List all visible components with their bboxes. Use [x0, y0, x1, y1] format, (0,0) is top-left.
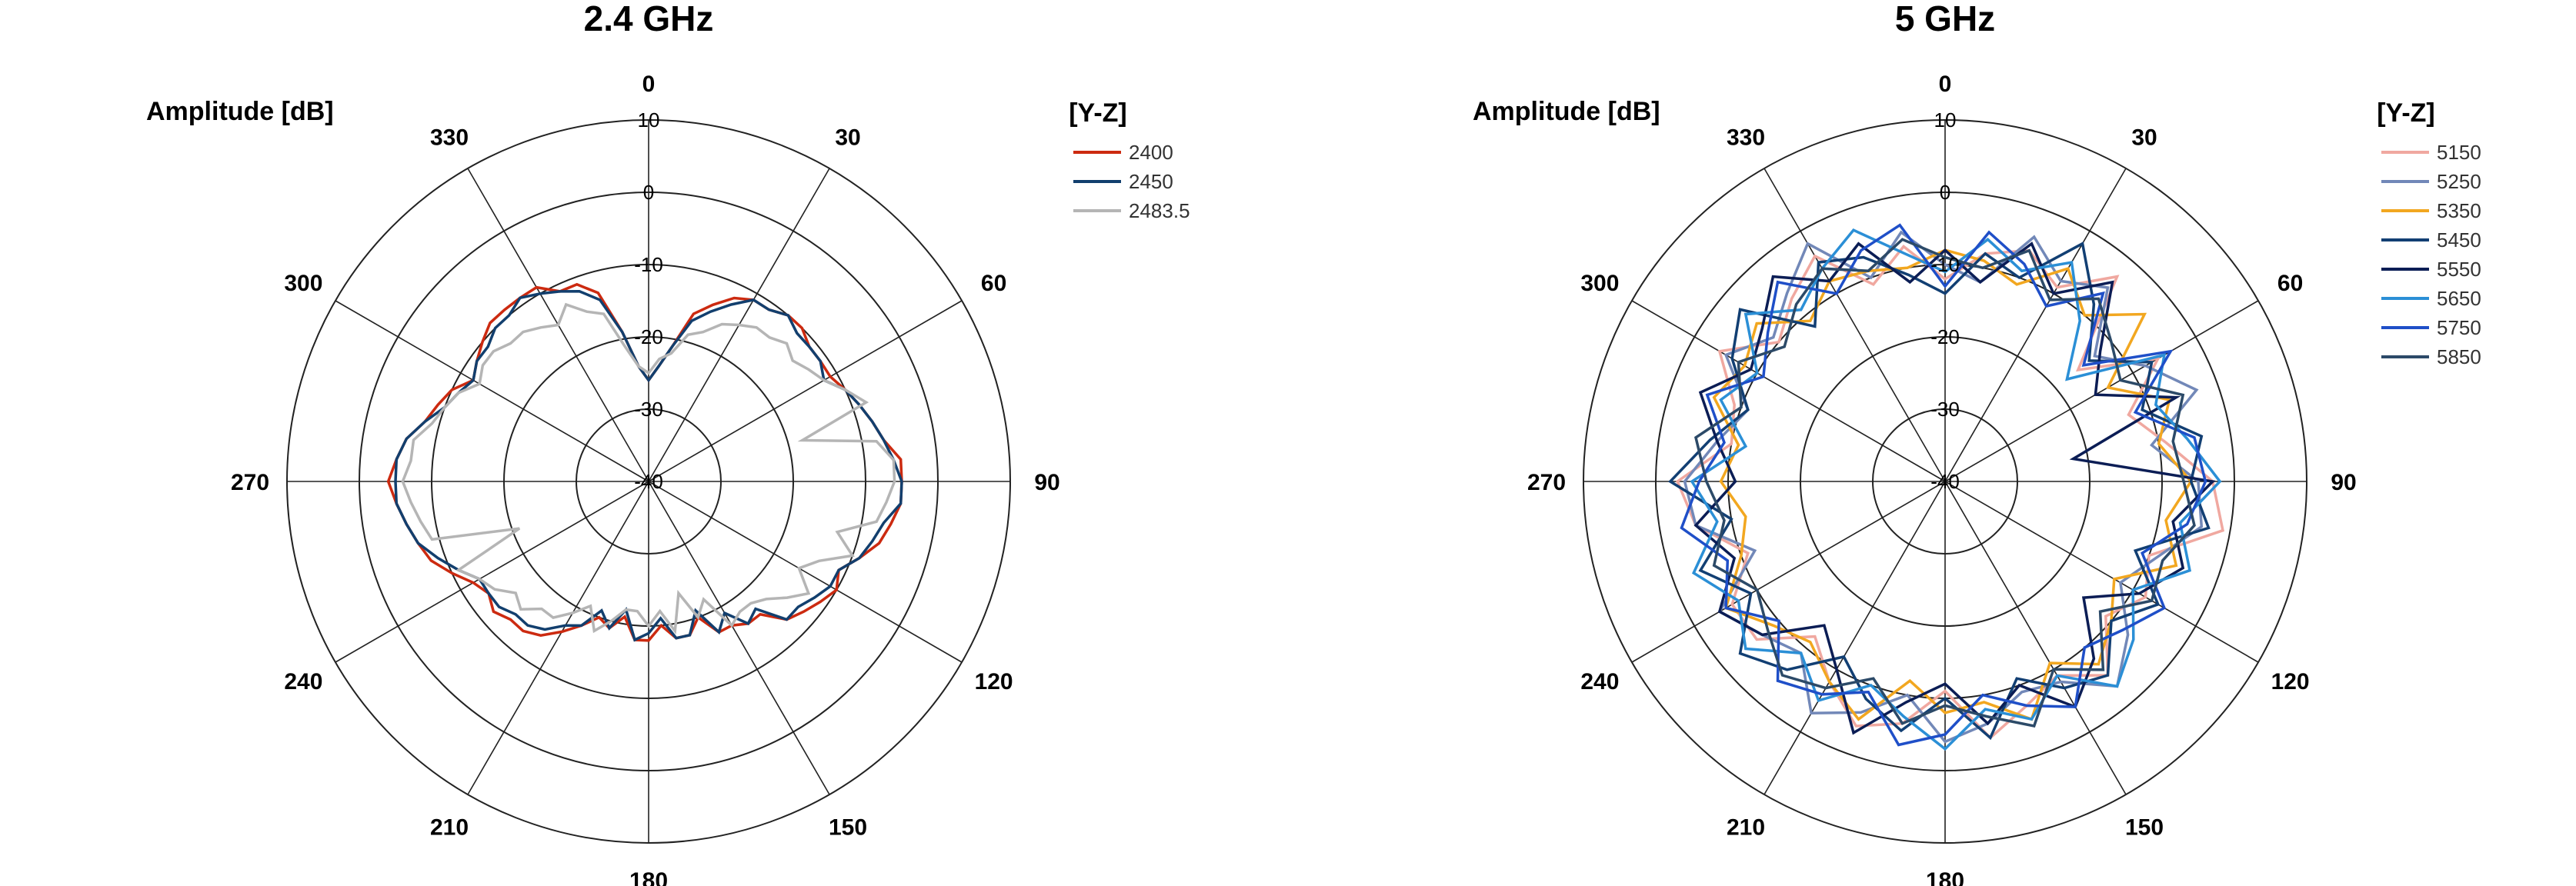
radial-tick-label: -40 — [634, 470, 663, 493]
angle-tick-label: 150 — [829, 815, 867, 841]
angle-tick-label: 180 — [1926, 868, 1964, 886]
angle-tick-label: 60 — [981, 271, 1006, 296]
radial-tick-label: 10 — [1934, 108, 1957, 132]
legend-title: [Y-Z] — [2377, 98, 2435, 128]
chart-title: 2.4 GHz — [584, 0, 714, 38]
series-line-5650 — [1690, 228, 2222, 751]
series-line-5850 — [1694, 238, 2196, 728]
angle-tick-label: 30 — [2131, 125, 2157, 150]
angle-tick-label: 0 — [1939, 72, 1952, 97]
angle-tick-label: 180 — [629, 868, 668, 886]
grid-spoke — [467, 481, 649, 795]
grid-spoke — [648, 481, 830, 795]
radial-tick-label: -40 — [1930, 470, 1960, 493]
legend-item-label: 5450 — [2437, 228, 2481, 251]
series-line-2483.5 — [401, 302, 896, 635]
series-line-5250 — [1683, 230, 2204, 744]
legend-item-label: 5850 — [2437, 345, 2481, 368]
angle-tick-label: 120 — [2271, 669, 2310, 694]
chart-panel-2-4ghz: 2.4 GHz Amplitude [dB] 10 0 -10 -20 -30 -40 0 3… — [146, 0, 1190, 886]
series-line-5750 — [1680, 223, 2207, 747]
grid-spoke — [1944, 481, 2127, 795]
series-line-5550 — [1693, 241, 2216, 735]
angle-tick-label: 150 — [2125, 815, 2164, 841]
legend-item-label: 2483.5 — [1129, 199, 1190, 222]
chart-title: 5 GHz — [1895, 0, 1995, 38]
angle-tick-label: 60 — [2277, 271, 2303, 296]
radial-tick-label: 0 — [1940, 181, 1950, 204]
legend-item-label: 5350 — [2437, 199, 2481, 222]
series-line-5450 — [1668, 241, 2211, 741]
grid-spoke — [648, 481, 963, 663]
radial-tick-label: 10 — [638, 108, 660, 132]
angle-tick-label: 300 — [1580, 271, 1619, 296]
grid-spoke — [1944, 481, 2259, 663]
angle-tick-label: 300 — [284, 271, 322, 296]
angle-tick-label: 270 — [1527, 470, 1566, 495]
grid-spoke — [1763, 481, 1946, 795]
series-line-5150 — [1676, 245, 2225, 740]
grid-spoke — [648, 300, 963, 482]
angle-tick-label: 210 — [1727, 815, 1765, 841]
angle-tick-label: 330 — [1727, 125, 1765, 150]
legend-item-label: 5650 — [2437, 287, 2481, 310]
radial-tick-label: -20 — [634, 325, 663, 348]
angle-tick-label: 90 — [1034, 470, 1059, 495]
angle-tick-label: 120 — [975, 669, 1013, 694]
angle-tick-label: 0 — [642, 72, 656, 97]
legend-title: [Y-Z] — [1069, 98, 1127, 128]
grid-spoke — [1763, 168, 1946, 482]
angle-tick-label: 90 — [2331, 470, 2356, 495]
grid-spoke — [335, 300, 649, 482]
legend-item-label: 2450 — [1129, 170, 1173, 193]
angle-tick-label: 270 — [231, 470, 269, 495]
radial-axis-label: Amplitude [dB] — [1473, 97, 1660, 126]
angle-tick-label: 240 — [1580, 669, 1619, 694]
radial-axis-label: Amplitude [dB] — [146, 97, 334, 126]
legend-item-label: 2400 — [1129, 141, 1173, 164]
grid-spoke — [1631, 300, 1946, 482]
angle-tick-label: 30 — [835, 125, 860, 150]
grid-spoke — [1631, 481, 1946, 663]
chart-panel-5ghz: 5 GHz Amplitude [dB] 10 0 -10 -20 -30 -40 0 30 6… — [1473, 0, 2481, 886]
radial-tick-label: -30 — [634, 398, 663, 421]
grid-spoke — [1944, 168, 2127, 482]
radial-tick-label: 0 — [643, 181, 654, 204]
legend-item-label: 5250 — [2437, 170, 2481, 193]
angle-tick-label: 240 — [284, 669, 322, 694]
grid-spoke — [1944, 300, 2259, 482]
legend-item-label: 5750 — [2437, 316, 2481, 339]
radial-tick-label: -30 — [1930, 398, 1960, 421]
angle-tick-label: 330 — [430, 125, 469, 150]
angle-tick-label: 210 — [430, 815, 469, 841]
series-line-5350 — [1712, 248, 2193, 721]
radial-tick-label: -10 — [1930, 253, 1960, 276]
radial-tick-label: -10 — [634, 253, 663, 276]
grid-spoke — [335, 481, 649, 663]
radial-tick-label: -20 — [1930, 325, 1960, 348]
legend-item-label: 5550 — [2437, 258, 2481, 281]
legend-item-label: 5150 — [2437, 141, 2481, 164]
